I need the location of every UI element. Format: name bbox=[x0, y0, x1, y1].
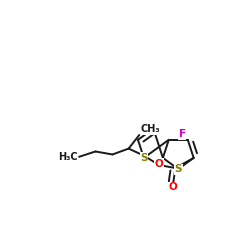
Text: O: O bbox=[154, 159, 163, 169]
Text: CH₃: CH₃ bbox=[140, 124, 160, 134]
Text: S: S bbox=[140, 153, 147, 163]
Text: F: F bbox=[179, 129, 186, 139]
Text: H₃C: H₃C bbox=[58, 152, 78, 162]
Text: S: S bbox=[174, 164, 182, 174]
Text: O: O bbox=[168, 182, 177, 192]
